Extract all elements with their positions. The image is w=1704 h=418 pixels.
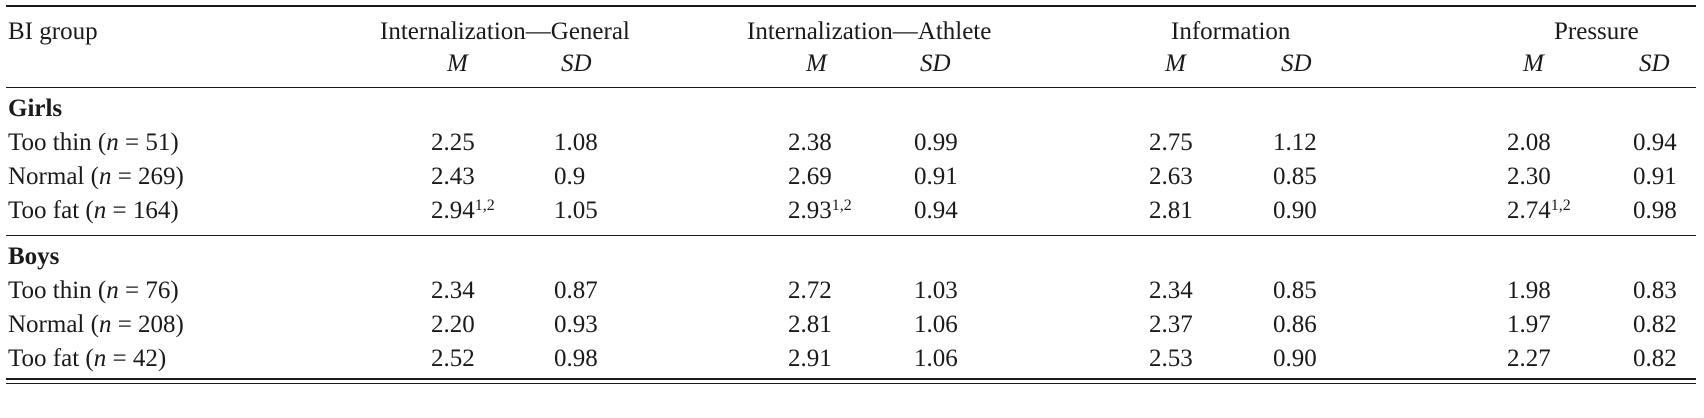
subheader-row: M SD M SD M SD M SD: [6, 47, 1696, 81]
header-pressure: Pressure: [1554, 18, 1639, 45]
subheader-sd: SD: [920, 50, 951, 77]
section-rule: [6, 235, 1696, 236]
cell-in-sd: 0.90: [1273, 197, 1317, 224]
cell-ig-sd: 0.87: [554, 277, 598, 304]
cell-ia-m: 2.81: [788, 311, 832, 338]
cell-ig-sd: 0.93: [554, 311, 598, 338]
cell-in-m: 2.37: [1149, 311, 1193, 338]
section-title-row: Girls: [6, 92, 1696, 126]
header-internalization-general: Internalization—General: [380, 18, 630, 45]
cell-ia-m: 2.69: [788, 163, 832, 190]
cell-ia-sd: 0.94: [914, 197, 958, 224]
cell-in-m: 2.81: [1149, 197, 1193, 224]
cell-ig-sd: 1.08: [554, 129, 598, 156]
cell-in-sd: 0.90: [1273, 345, 1317, 372]
cell-ia-m: 2.91: [788, 345, 832, 372]
cell-pr-m: 2.08: [1507, 129, 1551, 156]
cell-in-m: 2.63: [1149, 163, 1193, 190]
cell-pr-sd: 0.83: [1633, 277, 1677, 304]
cell-ia-m: 2.72: [788, 277, 832, 304]
cell-in-m: 2.53: [1149, 345, 1193, 372]
subheader-sd: SD: [1281, 50, 1312, 77]
cell-pr-m: 2.741,2: [1507, 197, 1571, 224]
cell-pr-sd: 0.82: [1633, 311, 1677, 338]
subheader-sd: SD: [1639, 50, 1670, 77]
row-label: Too fat (n = 164): [8, 197, 179, 224]
cell-ia-sd: 1.06: [914, 345, 958, 372]
cell-in-m: 2.34: [1149, 277, 1193, 304]
cell-ia-sd: 0.91: [914, 163, 958, 190]
cell-ig-sd: 0.98: [554, 345, 598, 372]
statistics-table: BI group Internalization—General Interna…: [6, 5, 1696, 384]
top-rule: [6, 5, 1696, 7]
table-row: Too thin (n = 76) 2.34 0.87 2.72 1.03 2.…: [6, 274, 1696, 308]
cell-pr-sd: 0.82: [1633, 345, 1677, 372]
row-label: Normal (n = 208): [8, 311, 184, 338]
cell-ig-m: 2.20: [431, 311, 475, 338]
table-row: Too thin (n = 51) 2.25 1.08 2.38 0.99 2.…: [6, 126, 1696, 160]
section-title-boys: Boys: [8, 243, 60, 270]
cell-ig-m: 2.25: [431, 129, 475, 156]
cell-ia-m: 2.38: [788, 129, 832, 156]
cell-pr-m: 1.97: [1507, 311, 1551, 338]
cell-pr-m: 2.27: [1507, 345, 1551, 372]
subheader-m: M: [1165, 50, 1186, 77]
cell-ig-m: 2.43: [431, 163, 475, 190]
cell-ig-sd: 0.9: [554, 163, 586, 190]
cell-pr-sd: 0.98: [1633, 197, 1677, 224]
cell-in-sd: 0.85: [1273, 163, 1317, 190]
cell-ig-m: 2.941,2: [431, 197, 495, 224]
cell-pr-sd: 0.91: [1633, 163, 1677, 190]
header-bi-group: BI group: [8, 18, 98, 45]
table-row: Normal (n = 269) 2.43 0.9 2.69 0.91 2.63…: [6, 160, 1696, 194]
cell-ia-m: 2.931,2: [788, 197, 852, 224]
bottom-rule-thin: [6, 383, 1696, 384]
table-row: Normal (n = 208) 2.20 0.93 2.81 1.06 2.3…: [6, 308, 1696, 342]
row-label: Too thin (n = 51): [8, 129, 179, 156]
row-label: Normal (n = 269): [8, 163, 184, 190]
section-title-girls: Girls: [8, 95, 63, 122]
row-label: Too thin (n = 76): [8, 277, 179, 304]
bottom-rule: [6, 378, 1696, 380]
subheader-m: M: [1523, 50, 1544, 77]
cell-in-m: 2.75: [1149, 129, 1193, 156]
header-rule: [6, 87, 1696, 88]
header-information: Information: [1171, 18, 1291, 45]
cell-ia-sd: 0.99: [914, 129, 958, 156]
cell-in-sd: 1.12: [1273, 129, 1317, 156]
table-row: Too fat (n = 164) 2.941,2 1.05 2.931,2 0…: [6, 194, 1696, 228]
cell-pr-m: 1.98: [1507, 277, 1551, 304]
cell-pr-sd: 0.94: [1633, 129, 1677, 156]
cell-in-sd: 0.85: [1273, 277, 1317, 304]
cell-pr-m: 2.30: [1507, 163, 1551, 190]
cell-in-sd: 0.86: [1273, 311, 1317, 338]
subheader-sd: SD: [561, 50, 592, 77]
section-title-row: Boys: [6, 240, 1696, 274]
subheader-m: M: [447, 50, 468, 77]
cell-ia-sd: 1.03: [914, 277, 958, 304]
cell-ig-m: 2.52: [431, 345, 475, 372]
subheader-m: M: [806, 50, 827, 77]
table-row: Too fat (n = 42) 2.52 0.98 2.91 1.06 2.5…: [6, 342, 1696, 376]
header-row: BI group Internalization—General Interna…: [6, 15, 1696, 47]
row-label: Too fat (n = 42): [8, 345, 167, 372]
cell-ig-sd: 1.05: [554, 197, 598, 224]
cell-ia-sd: 1.06: [914, 311, 958, 338]
cell-ig-m: 2.34: [431, 277, 475, 304]
header-internalization-athlete: Internalization—Athlete: [747, 18, 992, 45]
